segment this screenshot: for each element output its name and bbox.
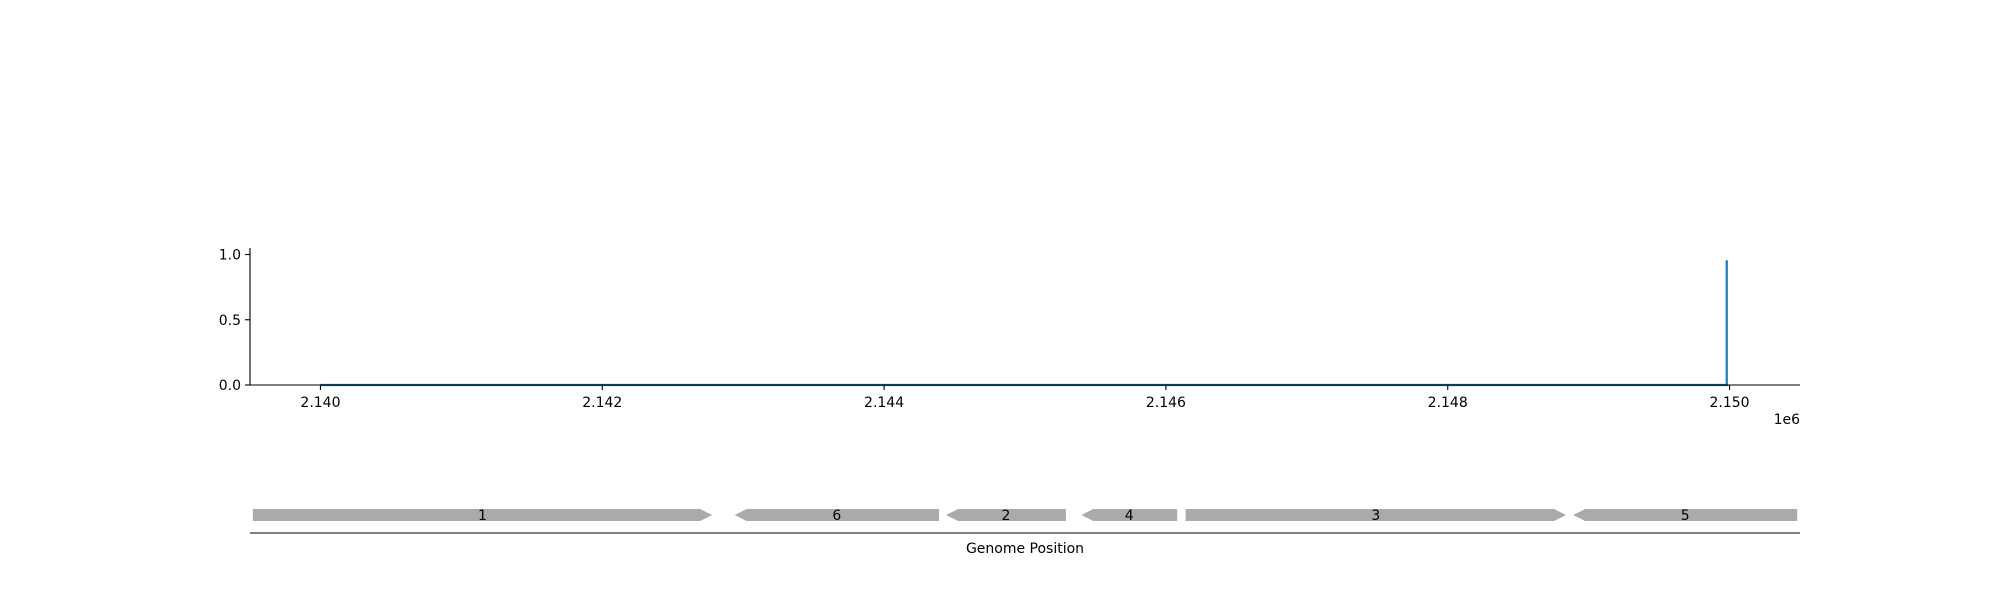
coverage-plot: 0.0 0.5 1.0 2.140 2.142 2.144 2.146 2.148 2.150…	[219, 248, 1800, 428]
x-tick-label: 2.150	[1709, 395, 1749, 411]
y-tick-label: 0.5	[219, 313, 241, 329]
x-axis-ticks: 2.140 2.142 2.144 2.146 2.148 2.150	[300, 385, 1750, 411]
x-tick-label: 2.148	[1428, 395, 1468, 411]
gene-arrow-1	[252, 509, 713, 521]
x-axis-title: Genome Position	[966, 541, 1084, 557]
y-tick-label: 0.0	[219, 378, 241, 394]
gene-arrow-6	[734, 509, 940, 521]
x-tick-label: 2.144	[864, 395, 904, 411]
gene-track: 1 6 2 4 3 5 Genome Position	[250, 508, 1800, 557]
gene-arrow-3	[1185, 509, 1567, 521]
x-axis-offset-label: 1e6	[1774, 412, 1801, 428]
gene-features: 1 6 2 4 3 5	[252, 508, 1798, 524]
gene-arrow-2	[946, 509, 1066, 521]
x-tick-label: 2.140	[300, 395, 340, 411]
gene-label: 4	[1125, 508, 1134, 524]
x-tick-label: 2.142	[582, 395, 622, 411]
y-axis-ticks: 0.0 0.5 1.0	[219, 248, 250, 394]
gene-arrow-4	[1081, 509, 1178, 521]
gene-label: 5	[1681, 508, 1690, 524]
gene-label: 2	[1002, 508, 1011, 524]
gene-arrow-5	[1573, 509, 1798, 521]
coverage-line	[320, 259, 1729, 387]
x-tick-label: 2.146	[1146, 395, 1186, 411]
gene-label: 1	[478, 508, 487, 524]
y-tick-label: 1.0	[219, 248, 241, 264]
gene-label: 3	[1371, 508, 1380, 524]
gene-label: 6	[832, 508, 841, 524]
